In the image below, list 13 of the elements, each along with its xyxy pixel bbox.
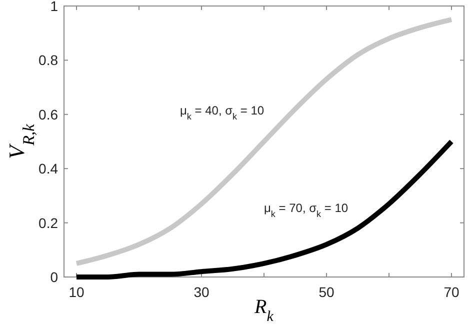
- x-tick-label: 10: [68, 284, 84, 300]
- x-tick-label: 70: [444, 284, 460, 300]
- annotation: μ$_{k}$ = 40, σ$_{k}$ = 10: [180, 103, 264, 122]
- y-tick-label: 0.2: [38, 214, 58, 231]
- annotation: μ$_{k}$ = 70, σ$_{k}$ = 10: [264, 200, 348, 219]
- x-axis-title: R$_{k}$: [254, 296, 274, 325]
- y-tick-label: 0.6: [38, 106, 58, 122]
- y-tick-label: 0: [50, 269, 58, 285]
- x-tick-label: 30: [194, 284, 210, 300]
- y-tick-label: 0.8: [38, 52, 58, 68]
- y-tick-label: 1: [50, 0, 58, 14]
- y-tick-label: 0.4: [38, 160, 58, 177]
- x-tick-label: 50: [318, 284, 334, 300]
